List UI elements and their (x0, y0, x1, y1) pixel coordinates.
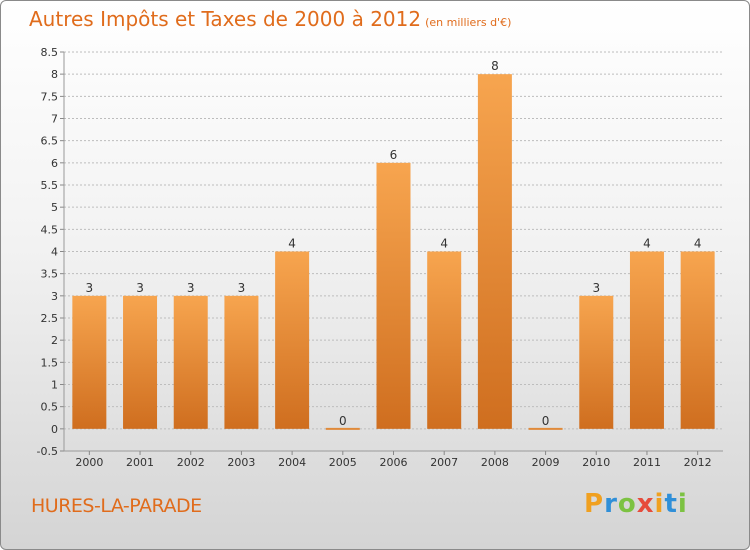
logo-letter: t (664, 489, 678, 519)
y-tick-label: 1.5 (41, 356, 59, 369)
data-label: 4 (643, 237, 651, 251)
bar (376, 162, 411, 429)
data-label: 4 (694, 237, 702, 251)
logo-letter: o (617, 489, 637, 519)
logo-letter: P (584, 489, 605, 519)
x-tick-label: 2005 (329, 456, 357, 469)
x-tick-label: 2008 (481, 456, 509, 469)
data-label: 3 (187, 281, 195, 295)
y-tick-label: 6 (51, 157, 58, 170)
x-tick-label: 2010 (582, 456, 610, 469)
data-label: 3 (592, 281, 600, 295)
place-name: HURES-LA-PARADE (31, 495, 202, 517)
y-tick-label: -0.5 (37, 445, 58, 458)
y-tick-label: 7 (51, 113, 58, 126)
bar (123, 295, 158, 429)
chart-title: Autres Impôts et Taxes de 2000 à 2012 (en… (29, 7, 511, 31)
x-tick-label: 2006 (380, 456, 408, 469)
x-tick-label: 2002 (177, 456, 205, 469)
x-tick-label: 2003 (227, 456, 255, 469)
y-tick-label: 1 (51, 379, 58, 392)
data-label: 6 (390, 148, 398, 162)
data-label: 3 (238, 281, 246, 295)
y-tick-label: 3.5 (41, 268, 59, 281)
y-tick-label: 8.5 (41, 46, 59, 59)
bar (224, 295, 259, 429)
y-tick-label: 3 (51, 290, 58, 303)
x-tick-label: 2012 (684, 456, 712, 469)
bar (275, 251, 310, 429)
bar (72, 295, 107, 429)
y-tick-label: 2 (51, 334, 58, 347)
proxiti-logo: Proxiti (584, 489, 688, 519)
y-tick-label: 4 (51, 246, 58, 259)
chart-subtitle: (en milliers d'€) (425, 16, 512, 29)
bar (680, 251, 715, 429)
data-label: 0 (339, 414, 347, 428)
bar (629, 251, 664, 429)
x-tick-label: 2004 (278, 456, 306, 469)
y-tick-label: 5.5 (41, 179, 59, 192)
y-tick-label: 4.5 (41, 223, 59, 236)
y-tick-label: 6.5 (41, 135, 59, 148)
y-tick-label: 8 (51, 68, 58, 81)
data-label: 4 (288, 237, 296, 251)
x-tick-label: 2009 (532, 456, 560, 469)
data-label: 3 (136, 281, 144, 295)
y-tick-label: 5 (51, 201, 58, 214)
x-tick-label: 2007 (430, 456, 458, 469)
x-tick-label: 2001 (126, 456, 154, 469)
logo-letter: r (604, 489, 618, 519)
bar (427, 251, 462, 429)
y-tick-label: 2.5 (41, 312, 59, 325)
logo-letter: i (677, 489, 688, 519)
bar (579, 295, 614, 429)
y-tick-label: 0.5 (41, 401, 59, 414)
data-label: 3 (86, 281, 94, 295)
logo-letter: x (636, 489, 655, 519)
data-label: 8 (491, 59, 499, 73)
data-label: 4 (440, 237, 448, 251)
x-tick-label: 2011 (633, 456, 661, 469)
bar (477, 74, 512, 429)
data-label: 0 (542, 414, 550, 428)
logo-letter: i (654, 489, 665, 519)
bar (173, 295, 208, 429)
chart-title-text: Autres Impôts et Taxes de 2000 à 2012 (29, 7, 422, 31)
x-tick-label: 2000 (75, 456, 103, 469)
y-tick-label: 0 (51, 423, 58, 436)
y-tick-label: 7.5 (41, 90, 59, 103)
